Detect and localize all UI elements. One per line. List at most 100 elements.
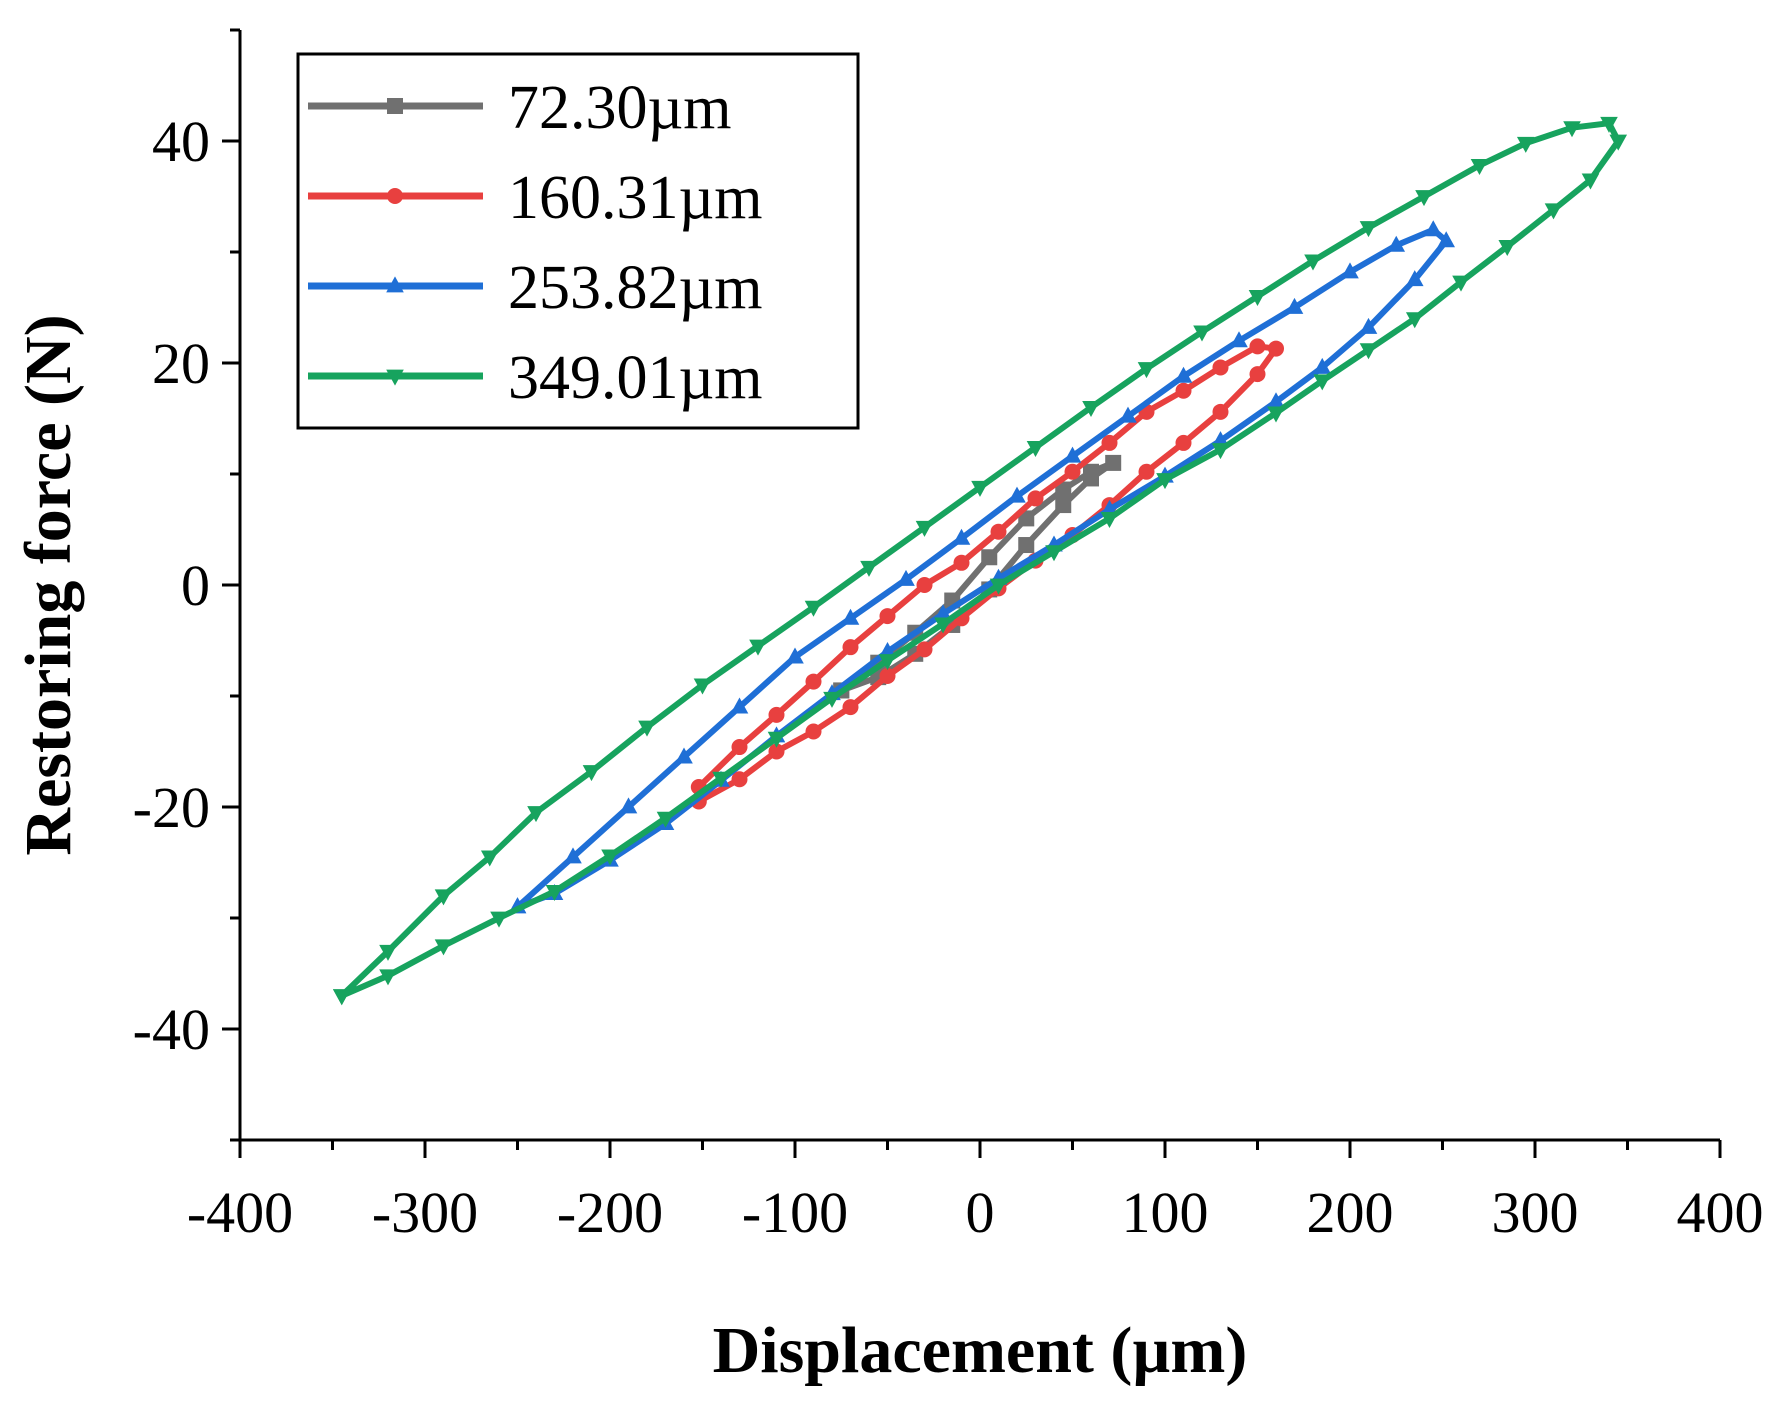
data-point: [1055, 497, 1072, 514]
data-point: [981, 549, 998, 566]
data-point: [480, 850, 499, 867]
y-tick-label: 0: [181, 553, 210, 618]
data-point: [1437, 231, 1455, 248]
data-point: [675, 747, 693, 764]
data-point: [527, 806, 545, 823]
data-point: [860, 560, 878, 577]
x-tick-label: 0: [966, 1180, 995, 1245]
data-point: [1581, 173, 1600, 190]
data-point: [693, 678, 712, 695]
legend-swatch-marker: [387, 188, 403, 204]
data-point: [1138, 463, 1155, 480]
data-point: [379, 944, 397, 961]
legend-item: 349.01µm: [308, 344, 762, 412]
x-tick-label: -100: [742, 1180, 848, 1245]
legend-swatch-marker: [386, 369, 404, 386]
data-point: [1268, 340, 1284, 357]
x-tick-label: 400: [1677, 1180, 1764, 1245]
data-point: [1018, 510, 1035, 527]
data-point: [1359, 317, 1378, 334]
data-point: [1101, 434, 1118, 451]
data-point: [1026, 440, 1045, 457]
data-point: [1008, 486, 1026, 503]
data-point: [1119, 406, 1137, 423]
legend: 72.30µm 160.31µm 253.82µm 349.01µm: [296, 52, 860, 430]
data-point: [897, 569, 915, 586]
data-point: [916, 577, 933, 593]
series-layer: [332, 116, 1628, 1006]
data-point: [952, 528, 971, 545]
data-point: [582, 765, 601, 782]
data-point: [730, 697, 749, 714]
x-tick-label: 100: [1122, 1180, 1209, 1245]
data-point: [638, 720, 656, 737]
data-point: [804, 600, 823, 617]
data-point: [768, 706, 785, 723]
data-point: [1304, 254, 1322, 271]
data-point: [1230, 331, 1248, 348]
data-point: [841, 608, 860, 625]
data-point: [934, 617, 952, 634]
data-point: [1105, 454, 1122, 471]
data-point: [1424, 220, 1443, 237]
data-point: [619, 797, 638, 814]
data-point: [731, 771, 748, 788]
data-point: [749, 639, 767, 656]
data-point: [1516, 136, 1535, 153]
data-point: [1082, 401, 1100, 417]
data-point: [1156, 473, 1174, 490]
data-point: [1563, 121, 1581, 138]
data-point: [786, 647, 804, 664]
data-point: [1045, 545, 1063, 562]
data-point: [1212, 403, 1229, 420]
data-point: [878, 654, 897, 671]
data-point: [1359, 343, 1378, 360]
data-point: [1064, 463, 1081, 480]
data-point: [989, 578, 1008, 595]
data-point: [1211, 443, 1230, 460]
data-point: [1387, 235, 1406, 252]
data-point: [601, 849, 619, 866]
data-point: [915, 520, 934, 537]
data-point: [1175, 382, 1192, 399]
data-point: [934, 604, 952, 621]
x-tick-label: -400: [187, 1180, 293, 1245]
data-point: [1313, 357, 1332, 374]
data-point: [332, 989, 351, 1006]
data-point: [1498, 240, 1517, 257]
data-point: [1063, 446, 1082, 463]
series-4: [332, 116, 1628, 1006]
data-point: [1055, 481, 1072, 498]
data-point: [1174, 366, 1193, 383]
data-point: [1600, 116, 1618, 133]
y-tick-label: 40: [152, 109, 210, 174]
data-point: [1609, 134, 1628, 151]
data-point: [971, 480, 989, 497]
data-point: [1027, 490, 1044, 507]
data-point: [768, 743, 785, 760]
data-point: [731, 739, 748, 756]
data-point: [1359, 221, 1378, 238]
legend-box: [296, 52, 860, 430]
data-point: [916, 641, 933, 658]
data-point: [1249, 366, 1266, 383]
data-point: [1341, 262, 1359, 279]
data-point: [878, 642, 897, 658]
data-point: [1100, 512, 1119, 528]
y-axis-title: Restoring force (N): [12, 314, 85, 855]
legend-label: 160.31µm: [508, 164, 762, 232]
data-point: [879, 668, 896, 685]
data-point: [990, 523, 1007, 540]
data-point: [1267, 392, 1285, 409]
data-point: [842, 699, 859, 716]
data-point: [379, 969, 397, 986]
data-point: [434, 889, 453, 906]
data-point: [1175, 434, 1192, 451]
data-point: [1018, 537, 1035, 554]
data-point: [1137, 362, 1156, 379]
legend-label: 253.82µm: [508, 254, 762, 322]
data-point: [712, 771, 730, 788]
data-point: [1249, 338, 1266, 355]
